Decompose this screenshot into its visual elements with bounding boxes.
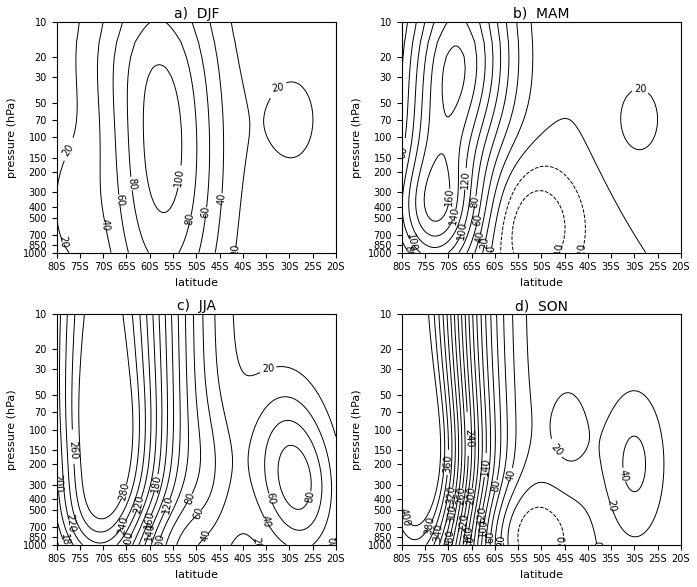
Text: 220: 220 [132,494,146,514]
Text: 120: 120 [460,170,471,190]
Text: 40: 40 [216,192,227,205]
Text: 200: 200 [466,486,477,505]
Text: 400: 400 [398,508,412,528]
Text: 80: 80 [185,212,196,225]
Text: 20: 20 [634,84,646,94]
Text: 40: 40 [505,468,517,482]
Text: 40: 40 [618,468,630,482]
Text: 220: 220 [458,512,469,532]
Text: 60: 60 [114,194,125,206]
Title: b)  MAM: b) MAM [513,7,569,21]
Text: 180: 180 [150,474,162,493]
Y-axis label: pressure (hPa): pressure (hPa) [7,97,17,178]
Title: d)  SON: d) SON [515,299,568,313]
Text: 20: 20 [496,535,506,547]
Text: 100: 100 [457,221,468,241]
Text: 80: 80 [397,145,410,159]
Text: 80: 80 [126,177,137,191]
Text: 180: 180 [463,525,473,544]
Text: 140: 140 [144,522,156,541]
Text: 260: 260 [456,486,467,505]
Text: 100: 100 [478,519,489,538]
Text: 280: 280 [444,529,455,548]
Text: 40: 40 [100,218,111,231]
Text: 300: 300 [446,504,457,523]
Text: 140: 140 [480,457,491,476]
Y-axis label: pressure (hPa): pressure (hPa) [352,97,362,178]
Text: 40: 40 [200,529,213,543]
Text: 20: 20 [605,499,617,512]
Text: 180: 180 [59,533,70,552]
Text: 340: 340 [433,523,444,542]
Text: 160: 160 [444,187,455,207]
Text: 20: 20 [549,441,564,457]
Text: 380: 380 [423,516,436,535]
Title: a)  DJF: a) DJF [174,7,219,21]
Text: -40: -40 [554,242,566,259]
Text: 320: 320 [446,485,457,504]
Text: 160: 160 [143,510,155,529]
Text: 20: 20 [328,536,339,549]
Text: 80: 80 [490,479,502,492]
Text: 40: 40 [260,514,273,528]
Text: 60: 60 [201,205,211,218]
Text: 140: 140 [448,205,461,225]
Text: 0: 0 [487,246,497,252]
Title: c)  JJA: c) JJA [177,299,216,313]
Text: 20: 20 [57,235,68,249]
Text: 60: 60 [264,491,277,505]
Text: 20: 20 [250,537,263,551]
Text: 20: 20 [271,82,285,94]
Text: 360: 360 [443,454,454,473]
Text: 100: 100 [405,232,418,252]
Y-axis label: pressure (hPa): pressure (hPa) [352,389,362,470]
Text: 120: 120 [476,505,487,524]
Y-axis label: pressure (hPa): pressure (hPa) [7,389,17,470]
Text: 240: 240 [463,429,474,448]
Text: 100: 100 [153,532,165,551]
Text: -20: -20 [558,535,569,551]
X-axis label: latitude: latitude [175,278,217,288]
Text: 40: 40 [474,230,485,243]
Text: 260: 260 [68,440,79,459]
Text: 220: 220 [64,513,76,532]
Text: 100: 100 [174,168,186,187]
Text: 20: 20 [61,143,76,158]
Text: 120: 120 [161,494,174,515]
X-axis label: latitude: latitude [520,278,562,288]
Text: 20: 20 [230,243,240,256]
Text: 60: 60 [472,213,483,226]
Text: 280: 280 [117,481,131,502]
X-axis label: latitude: latitude [175,570,217,580]
Text: 60: 60 [192,506,205,521]
Text: 80: 80 [470,195,481,208]
Text: 60: 60 [486,531,496,544]
Text: 20: 20 [480,237,490,249]
Text: 200: 200 [52,474,63,493]
Text: 160: 160 [465,534,475,553]
Text: 80: 80 [402,245,414,258]
X-axis label: latitude: latitude [520,570,562,580]
Text: 80: 80 [304,490,316,503]
Text: 200: 200 [122,531,135,551]
Text: 0: 0 [592,541,602,548]
Text: 80: 80 [183,491,197,505]
Text: 20: 20 [261,364,275,375]
Text: 240: 240 [116,515,130,535]
Text: -20: -20 [577,242,588,259]
